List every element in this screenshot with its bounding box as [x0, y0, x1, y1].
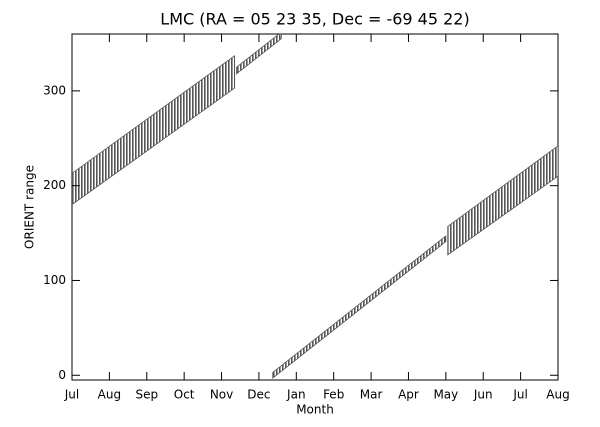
- x-tick-label: Jun: [473, 388, 493, 402]
- y-axis-label: ORIENT range: [23, 165, 37, 249]
- y-tick-label: 300: [43, 83, 66, 97]
- x-tick-label: Aug: [98, 388, 121, 402]
- y-tick-label: 200: [43, 178, 66, 192]
- orient-band: [272, 235, 447, 379]
- x-tick-label: Aug: [546, 388, 569, 402]
- y-tick-label: 100: [43, 273, 66, 287]
- y-tick-label: 0: [58, 368, 66, 382]
- orient-band: [447, 145, 558, 256]
- x-tick-label: Oct: [174, 388, 195, 402]
- x-tick-label: Dec: [247, 388, 270, 402]
- chart-title: LMC (RA = 05 23 35, Dec = -69 45 22): [160, 10, 469, 29]
- x-tick-label: Mar: [360, 388, 383, 402]
- orient-band: [72, 55, 236, 206]
- orient-band: [236, 34, 282, 75]
- x-tick-label: Nov: [210, 388, 233, 402]
- x-tick-label: Jul: [64, 388, 79, 402]
- x-tick-label: Feb: [323, 388, 344, 402]
- x-tick-label: Jan: [286, 388, 306, 402]
- x-axis-label: Month: [296, 403, 334, 417]
- plot-frame: [71, 33, 559, 381]
- x-tick-label: Jul: [512, 388, 527, 402]
- x-tick-label: May: [433, 388, 458, 402]
- x-tick-label: Sep: [135, 388, 158, 402]
- x-tick-label: Apr: [398, 388, 419, 402]
